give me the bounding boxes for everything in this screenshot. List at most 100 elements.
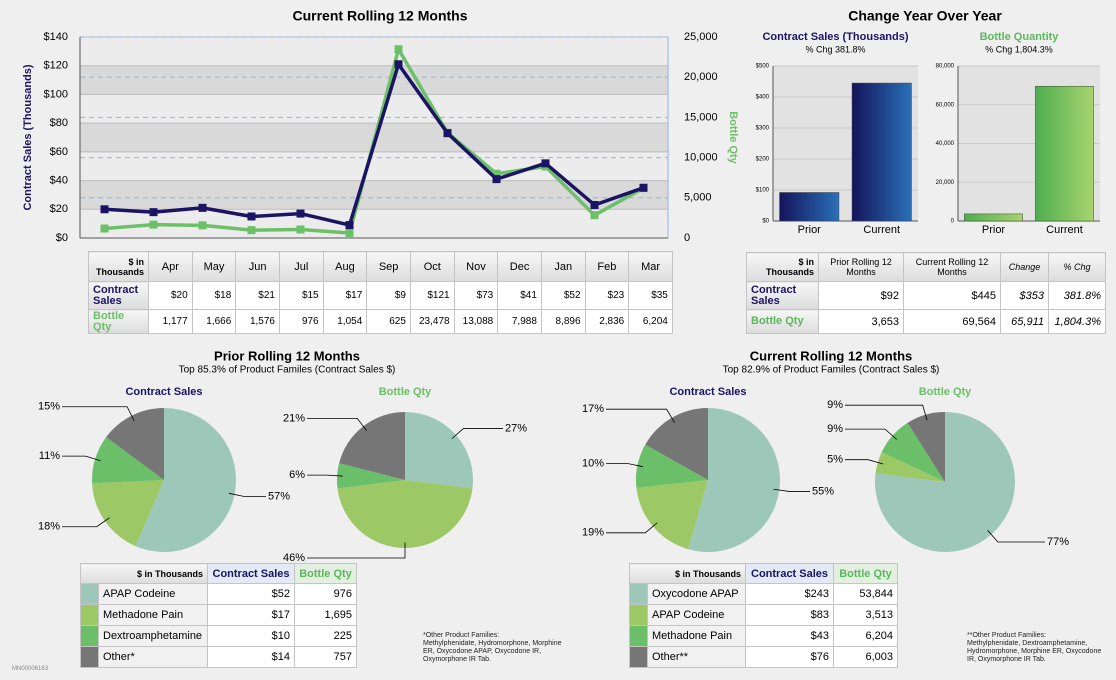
- legend-swatch: [80, 625, 99, 647]
- x-tick-label: Oct: [409, 251, 455, 282]
- value-label: $52: [540, 281, 586, 310]
- value-label: 625: [366, 309, 411, 334]
- table-row: Oxycodone APAP $243 53,844: [629, 583, 899, 605]
- table-row: Contract Sales $20 $18 $21 $15 $17 $9 $121 $73 $4…: [88, 281, 673, 310]
- chart-note: % Chg 381.8%: [805, 44, 865, 54]
- table-row: Other** $76 6,003: [629, 646, 899, 668]
- series-marker: [590, 211, 599, 220]
- legend-swatch: [629, 646, 648, 668]
- series-marker: [198, 203, 207, 212]
- bar: [1035, 85, 1094, 222]
- pie-value-label: 27%: [505, 422, 527, 434]
- pie-slice: [881, 422, 945, 482]
- y-tick-label: $40: [50, 174, 68, 186]
- value-label: 6,204: [628, 309, 673, 334]
- series-marker: [247, 212, 256, 221]
- value-cell: 6,003: [833, 646, 899, 668]
- pie-slice: [106, 408, 164, 480]
- legend-table: $ in Thousands Contract Sales Bottle Qty AP…: [79, 563, 358, 668]
- footnote-line: IR, Oxymorphone IR Tab.: [967, 656, 1046, 663]
- row-label: Oxycodone APAP: [646, 583, 747, 605]
- value-label: $18: [191, 281, 237, 310]
- pie-slice: [645, 408, 708, 480]
- x-tick-label: Prior: [982, 224, 1006, 236]
- y-tick-label: $300: [756, 126, 770, 132]
- value-cell: $76: [745, 646, 835, 668]
- label-leader: [773, 488, 810, 492]
- value-cell: 225: [294, 625, 358, 647]
- value-cell: 6,204: [833, 625, 899, 647]
- value-label: 1,054: [322, 309, 368, 334]
- value-label: 1,177: [148, 309, 193, 334]
- pie-title: Contract Sales: [669, 386, 746, 398]
- value-label: 1,576: [235, 309, 280, 334]
- pie-value-label: 55%: [812, 485, 834, 497]
- document-id: MN00006163: [12, 666, 49, 672]
- series-marker: [492, 175, 501, 184]
- label-leader: [987, 530, 1045, 543]
- label-leader: [606, 522, 658, 534]
- value-label: $20: [148, 281, 193, 310]
- series-label: Bottle Qty: [88, 309, 149, 334]
- value-label: 23,478: [409, 309, 455, 334]
- label-leader: [845, 404, 928, 421]
- pie-value-label: 17%: [582, 403, 604, 415]
- y2-tick-label: 10,000: [684, 152, 718, 164]
- plot-band: [80, 180, 668, 210]
- y-tick-label: $500: [756, 64, 770, 70]
- pie-slice: [92, 437, 164, 484]
- table-row: $ in Thousands Apr May Jun Jul Aug Sep Oct Nov De…: [88, 251, 673, 282]
- table-header: $ in Thousands: [746, 252, 819, 282]
- pct-cell: 1,804.3%: [1048, 309, 1106, 334]
- y-tick-label: $0: [762, 219, 769, 225]
- column-header: Change: [1000, 252, 1049, 282]
- group-subtitle: Top 82.9% of Product Familes (Contract S…: [723, 365, 940, 376]
- table-row: $ in Thousands Contract Sales Bottle Qty: [79, 563, 358, 584]
- footnote-line: ER, Oxycodone APAP, Oxycodone IR,: [423, 648, 542, 655]
- pie-value-label: 77%: [1047, 536, 1069, 548]
- value-label: 13,088: [453, 309, 499, 334]
- series-marker: [345, 221, 354, 230]
- row-label: APAP Codeine: [97, 583, 209, 605]
- label-leader: [451, 428, 503, 439]
- x-tick-label: Sep: [366, 251, 411, 282]
- table-row: $ in Thousands Prior Rolling 12 Months Cur…: [746, 252, 1106, 282]
- data-table: $ in Thousands Apr May Jun Jul Aug Sep Oct Nov De…: [88, 251, 673, 334]
- series-marker: [394, 60, 403, 69]
- x-tick-label: Current: [1046, 224, 1083, 236]
- table-body: $ in Thousands Apr May Jun Jul Aug Sep Oct Nov De…: [88, 251, 673, 334]
- series-marker: [247, 226, 256, 235]
- label-leader: [606, 408, 675, 424]
- pie-value-label: 15%: [38, 401, 60, 413]
- series-marker: [149, 208, 158, 217]
- value-label: $35: [628, 281, 673, 310]
- value-cell: $52: [207, 583, 296, 605]
- y-tick-label: $120: [44, 60, 68, 72]
- chart-note: % Chg 1,804.3%: [985, 44, 1053, 54]
- row-label: Methadone Pain: [97, 604, 209, 626]
- pie-slice: [92, 480, 164, 547]
- series-marker: [541, 159, 550, 168]
- series-line: [104, 62, 645, 227]
- y-tick-label: $80: [50, 117, 68, 129]
- pie-slice: [135, 408, 236, 552]
- pie-slice: [339, 412, 405, 480]
- pie-value-label: 9%: [827, 423, 843, 435]
- value-label: $73: [453, 281, 499, 310]
- x-tick-label: May: [191, 251, 237, 282]
- column-header: Prior Rolling 12 Months: [818, 252, 904, 282]
- series-marker: [149, 220, 158, 229]
- value-cell: $17: [207, 604, 296, 626]
- value-label: $23: [584, 281, 630, 310]
- series-marker: [492, 169, 501, 178]
- value-cell: 976: [294, 583, 358, 605]
- plot-band: [80, 65, 668, 95]
- pie-value-label: 46%: [283, 552, 305, 564]
- bar: [964, 213, 1023, 222]
- value-label: $9: [366, 281, 411, 310]
- value-label: 976: [278, 309, 324, 334]
- row-label: APAP Codeine: [646, 604, 747, 626]
- y-tick-label: 60,000: [936, 102, 955, 108]
- label-leader: [62, 406, 135, 422]
